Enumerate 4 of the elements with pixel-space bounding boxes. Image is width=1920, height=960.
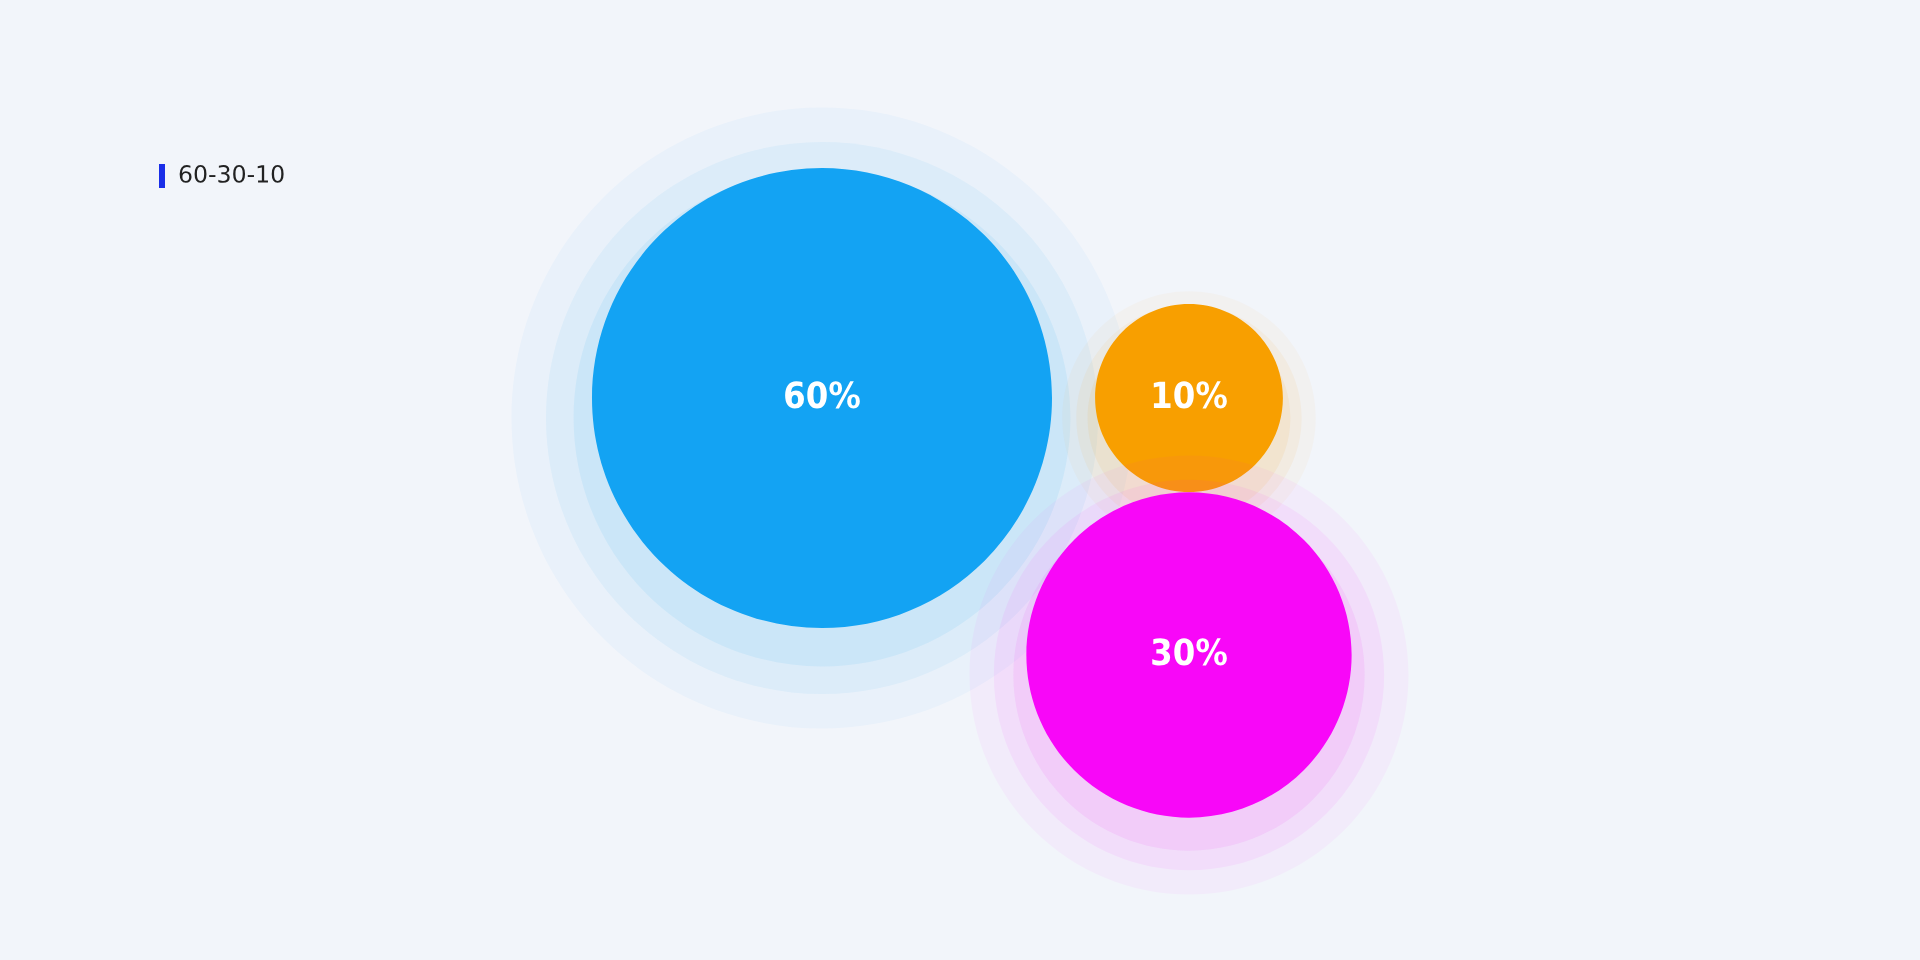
data-label: 10%: [1153, 381, 1227, 409]
text: 60-30-10: [179, 164, 284, 183]
data-label: 60%: [785, 381, 860, 409]
data-label: 30%: [1152, 638, 1227, 666]
